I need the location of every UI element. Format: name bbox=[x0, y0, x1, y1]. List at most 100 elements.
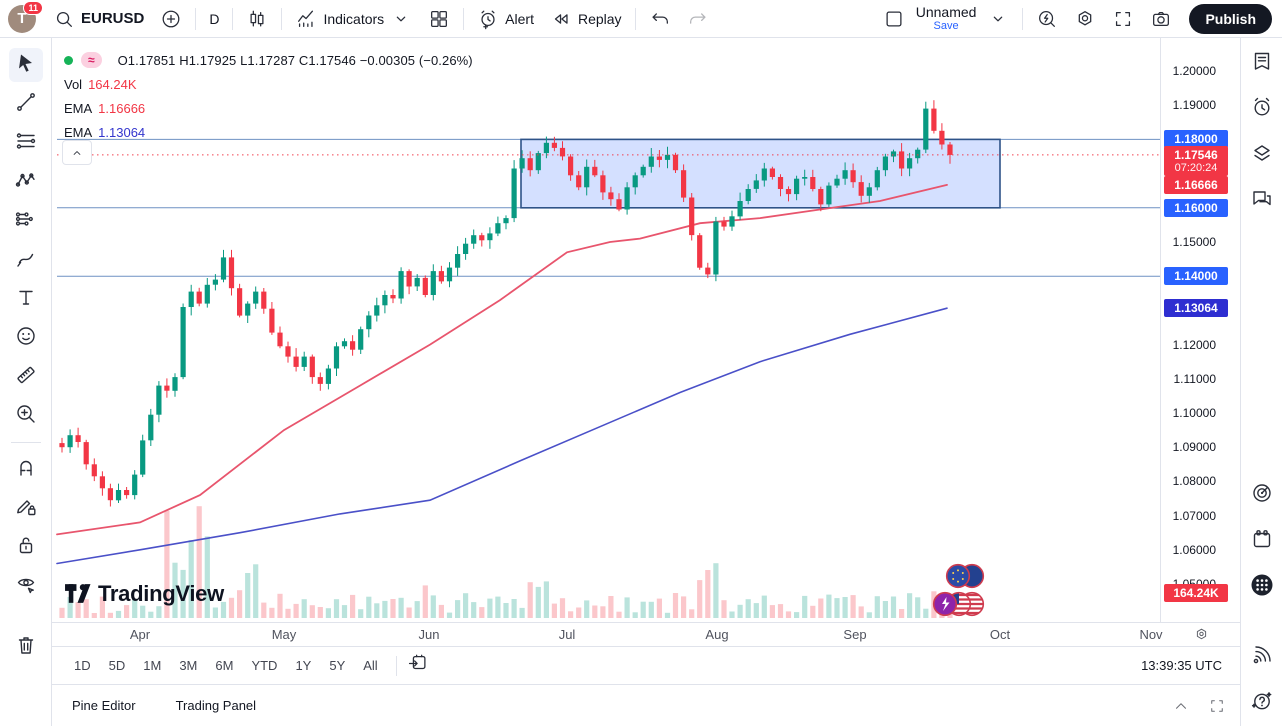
range-3m-button[interactable]: 3M bbox=[171, 654, 205, 677]
eur-event-flag-icon[interactable] bbox=[944, 562, 986, 590]
alert-clock-icon bbox=[481, 10, 495, 29]
user-avatar[interactable]: T 11 bbox=[8, 0, 43, 33]
range-5d-button[interactable]: 5D bbox=[101, 654, 134, 677]
volume-bar bbox=[422, 585, 428, 618]
volume-bar bbox=[245, 573, 251, 618]
stay-in-drawing-mode-button[interactable] bbox=[9, 491, 43, 525]
usd-event-flag-icon[interactable] bbox=[932, 590, 986, 618]
undo-button[interactable] bbox=[642, 4, 678, 34]
range-1y-button[interactable]: 1Y bbox=[287, 654, 319, 677]
brush-tool[interactable] bbox=[9, 243, 43, 277]
candle bbox=[697, 235, 703, 268]
ema_fast-line[interactable] bbox=[56, 184, 948, 536]
go-to-date-button[interactable] bbox=[407, 652, 429, 679]
symbol-legend-row[interactable]: ≈ O1.17851 H1.17925 L1.17287 C1.17546 −0… bbox=[64, 48, 473, 72]
replay-button[interactable]: Replay bbox=[543, 4, 629, 34]
alerts-button[interactable] bbox=[1247, 94, 1277, 124]
chart-style-button[interactable] bbox=[239, 4, 275, 34]
trend-line-tool[interactable] bbox=[9, 87, 43, 121]
volume-legend-row[interactable]: Vol 164.24K bbox=[64, 72, 473, 96]
object-tree-button[interactable] bbox=[1247, 140, 1277, 170]
chevron-down-icon bbox=[396, 16, 406, 21]
utc-clock[interactable]: 13:39:35 UTC bbox=[1141, 658, 1222, 673]
layout-menu-chevron[interactable] bbox=[980, 4, 1016, 34]
settings-button[interactable] bbox=[1067, 4, 1103, 34]
ema-slow-legend-row[interactable]: EMA 1.13064 bbox=[64, 120, 473, 144]
layout-grid-button[interactable] bbox=[421, 4, 457, 34]
help-button[interactable] bbox=[1247, 688, 1277, 718]
fib-retracement-icon bbox=[14, 129, 38, 158]
candlestick-chart[interactable] bbox=[52, 38, 1160, 622]
range-ytd-button[interactable]: YTD bbox=[243, 654, 285, 677]
ema-fast-legend-row[interactable]: EMA 1.16666 bbox=[64, 96, 473, 120]
fib-retracement-tool[interactable] bbox=[9, 126, 43, 160]
ema-lines[interactable] bbox=[56, 184, 948, 565]
range-6m-button[interactable]: 6M bbox=[207, 654, 241, 677]
layout-name-menu[interactable]: Unnamed Save bbox=[914, 4, 979, 32]
text-icon bbox=[14, 285, 38, 314]
forecast-tool[interactable] bbox=[9, 204, 43, 238]
alert-button[interactable]: Alert bbox=[470, 4, 541, 34]
volume-bar bbox=[802, 595, 808, 618]
volume-bar bbox=[527, 582, 533, 618]
volume-bar bbox=[576, 607, 582, 618]
lock-all-drawings-button[interactable] bbox=[9, 530, 43, 564]
pine-editor-tab[interactable]: Pine Editor bbox=[72, 698, 136, 713]
zoom-in-tool[interactable] bbox=[9, 399, 43, 433]
price-scale[interactable]: 1.20000 1.19000 1.15000 1.12000 1.11000 1.100… bbox=[1160, 38, 1240, 622]
hide-all-drawings-button[interactable] bbox=[9, 569, 43, 603]
drawing-toolbar bbox=[0, 38, 52, 726]
range-1d-button[interactable]: 1D bbox=[66, 654, 99, 677]
interval-button[interactable]: D bbox=[202, 7, 226, 31]
publish-button[interactable]: Publish bbox=[1189, 3, 1272, 34]
emoji-tool[interactable] bbox=[9, 321, 43, 355]
screener-button[interactable] bbox=[1247, 480, 1277, 510]
candle bbox=[640, 166, 646, 176]
symbol-search-button[interactable]: EURUSD bbox=[46, 4, 151, 34]
candle bbox=[745, 189, 751, 201]
ema_slow-line[interactable] bbox=[56, 307, 948, 565]
collapse-legend-button[interactable] bbox=[62, 140, 92, 165]
trading-panel-tab[interactable]: Trading Panel bbox=[175, 698, 257, 713]
chats-button[interactable] bbox=[1247, 186, 1277, 216]
chart-pane[interactable]: TradingView ≈ O1.17851 H1.17925 L1.17287… bbox=[52, 38, 1160, 622]
time-axis-gear-icon[interactable] bbox=[1193, 626, 1210, 643]
economic-calendar-button[interactable] bbox=[1247, 526, 1277, 556]
time-scale[interactable]: Apr May Jun Jul Aug Sep Oct Nov bbox=[52, 622, 1240, 646]
volume-bar bbox=[568, 611, 574, 618]
volume-bar bbox=[124, 605, 130, 618]
apps-icon bbox=[1250, 573, 1274, 602]
candle bbox=[99, 476, 105, 489]
indicators-button[interactable]: Indicators bbox=[288, 4, 419, 34]
range-1m-button[interactable]: 1M bbox=[135, 654, 169, 677]
volume-bar bbox=[309, 605, 315, 618]
remove-objects-button[interactable] bbox=[9, 630, 43, 664]
apps-grid-button[interactable] bbox=[1247, 572, 1277, 602]
magnet-mode-button[interactable] bbox=[9, 452, 43, 486]
measure-tool[interactable] bbox=[9, 360, 43, 394]
redo-button[interactable] bbox=[680, 4, 716, 34]
panel-expand-icon[interactable] bbox=[1208, 697, 1226, 715]
volume-bar bbox=[374, 603, 380, 618]
candle bbox=[228, 257, 235, 289]
emoji-icon bbox=[14, 324, 38, 353]
text-tool[interactable] bbox=[9, 282, 43, 316]
range-5y-button[interactable]: 5Y bbox=[321, 654, 353, 677]
candle bbox=[777, 177, 784, 189]
candle bbox=[237, 288, 243, 316]
snapshot-button[interactable] bbox=[1143, 4, 1179, 34]
candle bbox=[721, 221, 727, 227]
watchlist-button[interactable] bbox=[1247, 48, 1277, 78]
ema-value-badge: 1.16666 bbox=[1164, 176, 1228, 195]
range-all-button[interactable]: All bbox=[355, 654, 385, 677]
volume-value: 164.24K bbox=[88, 76, 137, 92]
compare-add-symbol-button[interactable] bbox=[153, 4, 189, 34]
candle bbox=[285, 346, 291, 357]
save-layout-button[interactable] bbox=[876, 4, 912, 34]
fullscreen-button[interactable] bbox=[1105, 4, 1141, 34]
quick-search-button[interactable] bbox=[1029, 4, 1065, 34]
pattern-tool[interactable] bbox=[9, 165, 43, 199]
cursor-tool[interactable] bbox=[8, 48, 43, 82]
streams-button[interactable] bbox=[1247, 642, 1277, 672]
panel-chevron-up-icon[interactable] bbox=[1172, 697, 1190, 715]
